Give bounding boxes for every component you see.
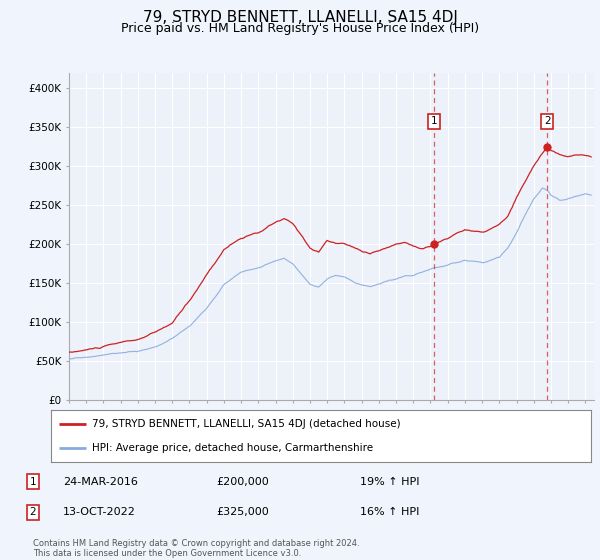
Text: 1: 1 [431,116,437,126]
Text: 24-MAR-2016: 24-MAR-2016 [63,477,138,487]
Text: 19% ↑ HPI: 19% ↑ HPI [360,477,419,487]
Text: 1: 1 [29,477,37,487]
Text: Price paid vs. HM Land Registry's House Price Index (HPI): Price paid vs. HM Land Registry's House … [121,22,479,35]
Text: 2: 2 [544,116,550,126]
Text: 79, STRYD BENNETT, LLANELLI, SA15 4DJ: 79, STRYD BENNETT, LLANELLI, SA15 4DJ [143,10,457,25]
Text: 13-OCT-2022: 13-OCT-2022 [63,507,136,517]
Text: £325,000: £325,000 [216,507,269,517]
Text: 16% ↑ HPI: 16% ↑ HPI [360,507,419,517]
Text: 2: 2 [29,507,37,517]
Text: 79, STRYD BENNETT, LLANELLI, SA15 4DJ (detached house): 79, STRYD BENNETT, LLANELLI, SA15 4DJ (d… [91,419,400,430]
Text: HPI: Average price, detached house, Carmarthenshire: HPI: Average price, detached house, Carm… [91,443,373,453]
Text: Contains HM Land Registry data © Crown copyright and database right 2024.
This d: Contains HM Land Registry data © Crown c… [33,539,359,558]
Text: £200,000: £200,000 [216,477,269,487]
